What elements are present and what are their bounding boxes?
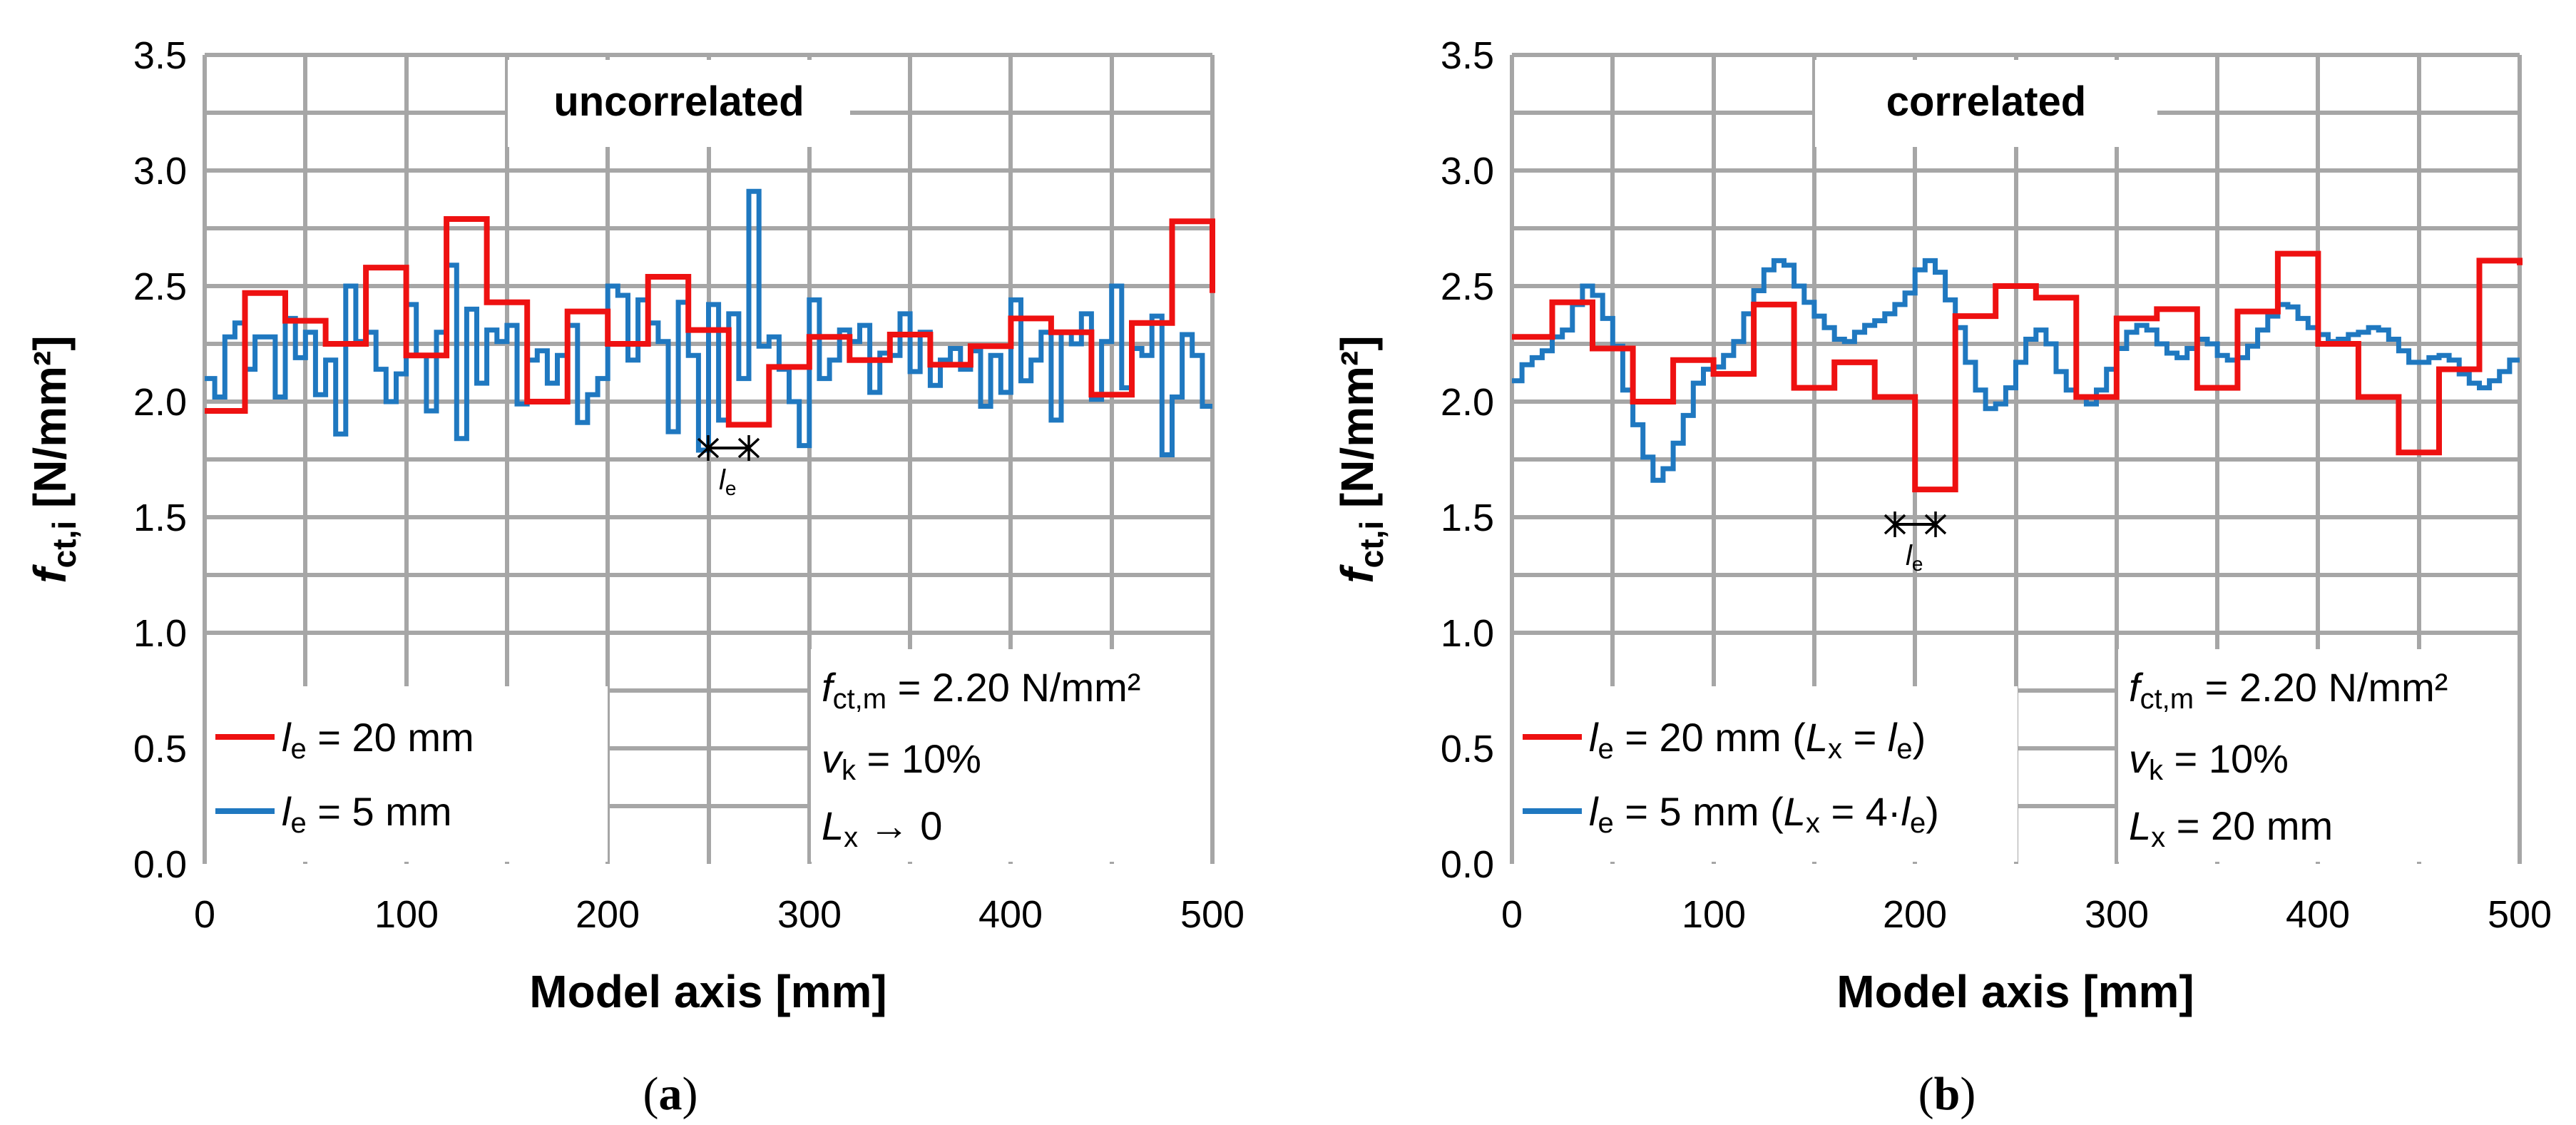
y-axis-title-b: fct,i [N/mm²]: [1332, 335, 1390, 583]
y-tick-label: 3.0: [1441, 150, 1494, 193]
y-tick-label: 0.0: [1441, 843, 1494, 886]
x-tick-label: 500: [1180, 893, 1244, 936]
y-tick-label: 1.0: [133, 612, 187, 655]
le-marker-a: le: [697, 435, 760, 499]
panel-title-b: correlated: [1886, 78, 2086, 125]
x-tick-label: 400: [978, 893, 1043, 936]
y-tick-label: 0.5: [133, 728, 187, 770]
y-tick-label: 0.5: [1441, 728, 1494, 770]
x-tick-label: 200: [576, 893, 640, 936]
series-le-20mm-a: [205, 216, 1215, 428]
panel-title-box-a: [508, 60, 850, 147]
le-marker-label-b: le: [1906, 540, 1923, 575]
le-marker-end: [737, 435, 760, 461]
y-tick-label: 2.0: [133, 381, 187, 424]
y-tick-label: 3.5: [1441, 34, 1494, 77]
panel-a: uncorrelated le le = 20 mm le = 5 mm fct…: [24, 34, 1244, 1120]
param-lx-b: Lx = 20 mm: [2129, 803, 2333, 853]
le-marker-b: le: [1884, 511, 1947, 575]
x-tick-label: 100: [374, 893, 439, 936]
param-vk-a: vk = 10%: [822, 736, 981, 786]
param-fctm-a: fct,m = 2.20 N/mm²: [822, 665, 1140, 715]
y-tick-label: 1.5: [133, 497, 187, 539]
x-axis-title-b: Model axis [mm]: [1836, 966, 2194, 1017]
panel-title-box-b: [1815, 60, 2157, 147]
y-tick-label: 0.0: [133, 843, 187, 886]
x-tick-label: 0: [1501, 893, 1523, 936]
legend-label-le-20mm-a: le = 20 mm: [282, 715, 474, 765]
x-tick-label: 100: [1682, 893, 1746, 936]
legend-a: [207, 686, 608, 862]
legend-b: [1514, 686, 2018, 862]
y-tick-label: 1.5: [1441, 497, 1494, 539]
le-marker-start: [697, 435, 720, 461]
legend-label-le-5mm-a: le = 5 mm: [282, 789, 452, 839]
x-tick-label: 400: [2286, 893, 2350, 936]
parameter-box-a: [811, 649, 1210, 862]
x-tick-label: 0: [194, 893, 215, 936]
y-tick-label: 3.0: [133, 150, 187, 193]
y-tick-label: 2.5: [133, 265, 187, 308]
y-axis-title-a: fct,i [N/mm²]: [24, 335, 83, 583]
series-le-5mm-a: [205, 188, 1212, 457]
le-marker-start: [1884, 511, 1906, 537]
series-le-5mm-b: [1512, 258, 2520, 483]
panel-title-a: uncorrelated: [553, 78, 804, 125]
x-tick-label: 200: [1883, 893, 1947, 936]
x-axis-title-a: Model axis [mm]: [529, 966, 886, 1017]
y-tick-label: 2.0: [1441, 381, 1494, 424]
panel-caption-a: (a): [643, 1068, 698, 1120]
le-marker-end: [1924, 511, 1947, 537]
panel-b: correlated le le = 20 mm (Lx = le) le = …: [1332, 34, 2552, 1120]
x-tick-label: 300: [777, 893, 842, 936]
y-tick-label: 1.0: [1441, 612, 1494, 655]
param-lx-a: Lx → 0: [822, 803, 942, 853]
param-fctm-b: fct,m = 2.20 N/mm²: [2129, 665, 2448, 715]
legend-label-le-5mm-b: le = 5 mm (Lx = 4·le): [1589, 789, 1939, 839]
x-tick-label: 300: [2085, 893, 2149, 936]
y-tick-label: 3.5: [133, 34, 187, 77]
y-tick-label: 2.5: [1441, 265, 1494, 308]
series-le-20mm-b: [1512, 250, 2523, 493]
param-vk-b: vk = 10%: [2129, 736, 2289, 786]
panel-caption-b: (b): [1918, 1068, 1976, 1120]
legend-label-le-20mm-b: le = 20 mm (Lx = le): [1589, 715, 1926, 765]
parameter-box-b: [2118, 649, 2518, 862]
x-tick-label: 500: [2488, 893, 2552, 936]
le-marker-label-a: le: [719, 464, 736, 499]
